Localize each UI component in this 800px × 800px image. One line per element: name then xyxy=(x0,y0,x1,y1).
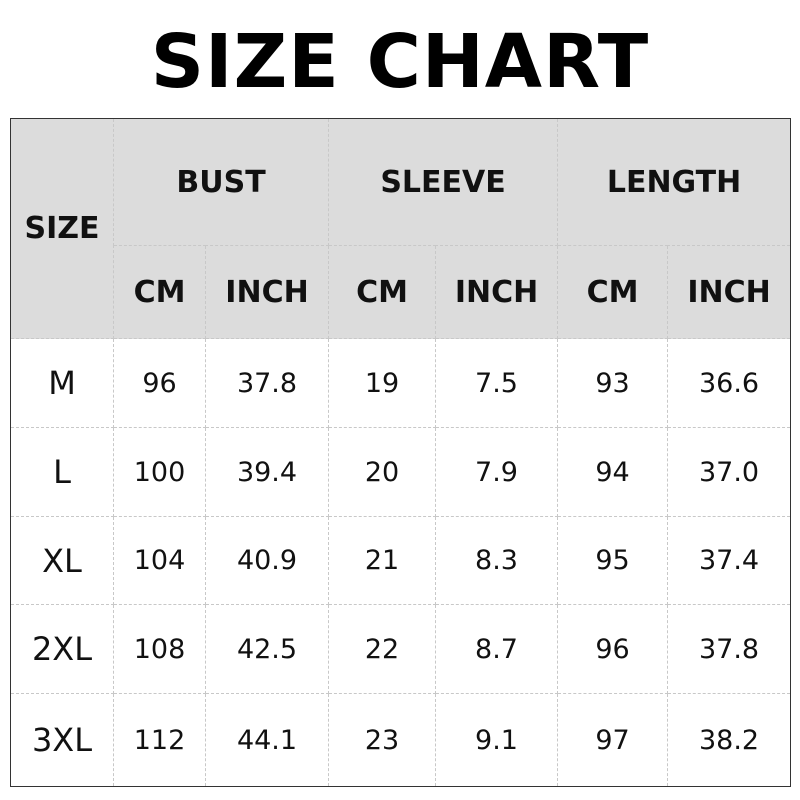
value-cell: 23 xyxy=(328,693,437,787)
size-header: SIZE xyxy=(10,118,114,339)
table-row: 2XL 108 42.5 22 8.7 96 37.8 xyxy=(10,604,792,694)
table-row: L 100 39.4 20 7.9 94 37.0 xyxy=(10,427,792,517)
value-cell: 37.0 xyxy=(667,427,792,517)
unit-header: INCH xyxy=(435,245,559,339)
value-cell: 40.9 xyxy=(204,516,330,605)
sleeve-header: SLEEVE xyxy=(328,118,559,246)
value-cell: 112 xyxy=(113,693,206,787)
value-cell: 94 xyxy=(557,427,669,517)
unit-header: CM xyxy=(113,245,206,339)
value-cell: 22 xyxy=(328,604,437,694)
unit-header: INCH xyxy=(204,245,330,339)
size-cell: M xyxy=(10,338,114,428)
value-cell: 8.7 xyxy=(435,604,559,694)
value-cell: 37.8 xyxy=(667,604,792,694)
value-cell: 95 xyxy=(557,516,669,605)
value-cell: 108 xyxy=(113,604,206,694)
value-cell: 93 xyxy=(557,338,669,428)
value-cell: 96 xyxy=(557,604,669,694)
bust-header: BUST xyxy=(112,118,330,246)
value-cell: 7.5 xyxy=(435,338,559,428)
size-cell: XL xyxy=(10,516,114,605)
value-cell: 100 xyxy=(113,427,206,517)
size-chart-table: SIZE BUST SLEEVE LENGTH CM INCH CM INCH CM IN… xyxy=(10,118,792,787)
size-cell: 3XL xyxy=(10,693,114,787)
value-cell: 19 xyxy=(328,338,437,428)
value-cell: 37.4 xyxy=(667,516,792,605)
value-cell: 21 xyxy=(328,516,437,605)
size-cell: L xyxy=(10,427,114,517)
value-cell: 104 xyxy=(113,516,206,605)
table-row: M 96 37.8 19 7.5 93 36.6 xyxy=(10,338,792,428)
page-title: SIZE CHART xyxy=(150,19,650,105)
value-cell: 38.2 xyxy=(667,693,792,787)
value-cell: 7.9 xyxy=(435,427,559,517)
table-row: XL 104 40.9 21 8.3 95 37.4 xyxy=(10,516,792,605)
unit-header: CM xyxy=(328,245,437,339)
unit-header: INCH xyxy=(667,245,792,339)
value-cell: 9.1 xyxy=(435,693,559,787)
value-cell: 8.3 xyxy=(435,516,559,605)
value-cell: 39.4 xyxy=(204,427,330,517)
value-cell: 44.1 xyxy=(204,693,330,787)
table-row: 3XL 112 44.1 23 9.1 97 38.2 xyxy=(10,693,792,787)
value-cell: 36.6 xyxy=(667,338,792,428)
value-cell: 96 xyxy=(113,338,206,428)
value-cell: 20 xyxy=(328,427,437,517)
unit-header: CM xyxy=(557,245,669,339)
value-cell: 97 xyxy=(557,693,669,787)
size-cell: 2XL xyxy=(10,604,114,694)
length-header: LENGTH xyxy=(557,118,792,246)
value-cell: 42.5 xyxy=(204,604,330,694)
value-cell: 37.8 xyxy=(204,338,330,428)
